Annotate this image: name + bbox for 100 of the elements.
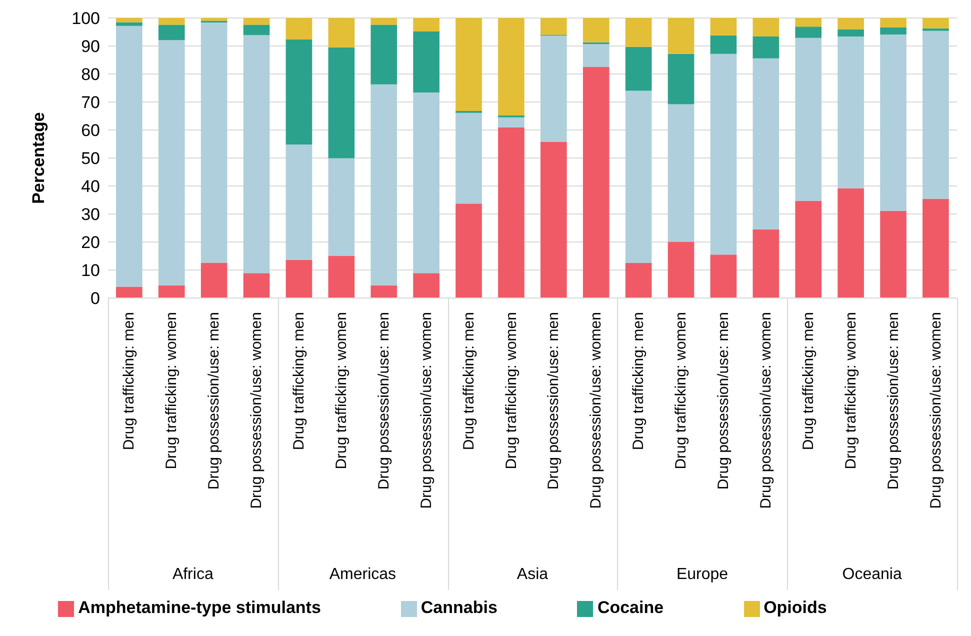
x-tick-label: Drug possession/use: men <box>545 312 562 490</box>
x-tick-label: Drug possession/use: women <box>927 312 944 509</box>
x-tick-label: Drug trafficking: women <box>163 312 180 470</box>
bar <box>158 18 185 25</box>
bar <box>922 28 949 31</box>
x-tick-label: Drug trafficking: women <box>842 312 860 470</box>
y-axis-title: Percentage <box>29 112 48 204</box>
bar <box>243 35 270 274</box>
y-tick-label: 80 <box>81 65 100 84</box>
bar <box>838 18 864 30</box>
bar <box>540 18 567 35</box>
text: Europe <box>675 566 730 584</box>
bar <box>668 104 694 242</box>
bar <box>625 18 652 47</box>
bar <box>752 58 780 230</box>
bar <box>243 18 270 25</box>
y-tick-label: 40 <box>81 177 100 196</box>
bar <box>158 285 185 298</box>
bar <box>200 262 228 298</box>
y-tick-label: 100 <box>72 9 100 28</box>
bar <box>710 18 737 36</box>
y-tick-label: 20 <box>81 233 100 252</box>
bar <box>200 18 228 21</box>
bar <box>200 22 228 263</box>
x-tick-label: Drug trafficking: women <box>672 312 690 470</box>
y-tick-label: 60 <box>81 121 100 140</box>
legend-label: Amphetamine-type stimulants <box>78 598 321 617</box>
bar <box>795 26 822 38</box>
bar <box>752 229 780 298</box>
bar <box>286 260 312 298</box>
bar <box>498 117 524 128</box>
x-tick-label: Drug possession/use: men <box>206 312 223 490</box>
bar <box>582 18 610 42</box>
bar <box>880 27 906 35</box>
bar <box>328 256 355 298</box>
y-tick-label: 50 <box>81 149 100 168</box>
x-tick-label: Drug trafficking: men <box>800 312 817 450</box>
bar <box>286 18 312 40</box>
bar <box>370 285 398 298</box>
bar <box>838 29 864 36</box>
bar <box>158 24 185 40</box>
bar <box>922 198 949 298</box>
bar <box>116 286 142 298</box>
y-tick-label: 90 <box>81 37 100 56</box>
bar <box>880 18 906 28</box>
bar <box>116 18 142 22</box>
bar <box>498 18 524 116</box>
bar <box>752 18 780 36</box>
bar <box>413 18 440 32</box>
text: Asia <box>516 566 550 584</box>
bar <box>795 200 822 298</box>
bar <box>838 188 864 298</box>
x-tick-label: Drug possession/use: women <box>588 312 605 509</box>
x-tick-label: Drug trafficking: women <box>502 312 520 470</box>
bar <box>413 92 440 274</box>
y-tick-label: 70 <box>81 93 100 112</box>
bar <box>880 34 906 211</box>
text: Oceania <box>841 566 903 584</box>
bar <box>456 18 482 111</box>
x-tick-label: Drug trafficking: men <box>460 312 478 450</box>
y-tick-label: 30 <box>81 205 100 224</box>
bar <box>922 30 949 199</box>
bar <box>582 44 610 67</box>
bar <box>498 127 524 298</box>
bar <box>328 158 355 256</box>
bar <box>158 40 185 286</box>
bar <box>116 26 142 287</box>
x-tick-label: Drug possession/use: women <box>757 312 774 509</box>
bar <box>710 54 737 255</box>
bar <box>710 35 737 54</box>
bar <box>456 112 482 204</box>
bar <box>922 18 949 28</box>
bar <box>668 54 694 104</box>
y-tick-label: 10 <box>81 261 100 280</box>
legend-label: Cannabis <box>420 598 498 617</box>
x-tick-label: Drug possession/use: women <box>418 312 435 509</box>
bar <box>456 204 482 298</box>
bar <box>795 18 822 27</box>
bar <box>795 38 822 201</box>
bar <box>116 22 142 26</box>
bar <box>328 18 355 48</box>
bar <box>880 210 906 298</box>
bar <box>582 67 610 298</box>
x-tick-label: Drug trafficking: men <box>120 312 138 450</box>
bar <box>370 18 398 25</box>
legend-label: Opioids <box>764 598 827 617</box>
x-tick-label: Drug possession/use: women <box>248 312 266 509</box>
bar <box>625 46 652 91</box>
bar <box>838 36 864 188</box>
bar <box>540 36 567 142</box>
bar <box>243 273 270 298</box>
x-tick-label: Drug possession/use: men <box>375 312 392 490</box>
bar <box>625 263 652 298</box>
bar <box>668 242 694 298</box>
bar <box>625 90 652 263</box>
bar <box>370 84 398 286</box>
bar <box>243 24 270 36</box>
x-tick-label: Drug trafficking: women <box>332 312 350 470</box>
x-tick-label: Drug possession/use: men <box>884 312 902 490</box>
bar <box>286 39 312 145</box>
